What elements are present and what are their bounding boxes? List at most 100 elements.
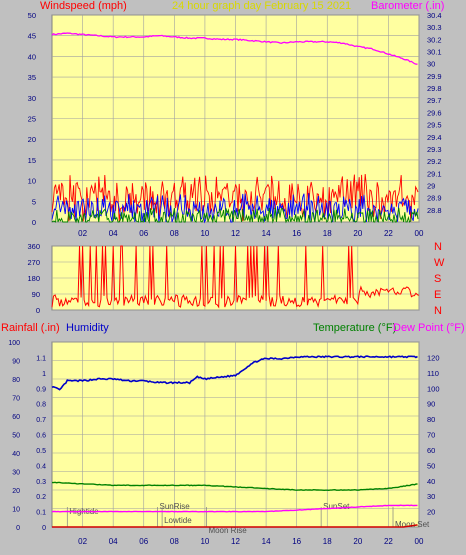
x-tick-label: 04 (109, 229, 118, 238)
x-tick-label: 04 (109, 537, 118, 546)
rainfall-tick-label: 0.5 (36, 448, 46, 455)
dewpoint-axis-title: Dew Point (°F) (393, 322, 465, 334)
humidity-axis-title: Humidity (66, 322, 109, 334)
humidity-tick-label: 30 (12, 470, 20, 477)
barometer-axis-title: Barometer (.in) (371, 0, 444, 12)
windspeed-tick-label: 0 (32, 218, 36, 227)
x-tick-label: 18 (323, 537, 332, 546)
event-annotation-label: Moon Rise (208, 526, 247, 535)
rainfall-tick-label: 0 (42, 525, 46, 532)
rainfall-tick-label: 0.9 (36, 386, 46, 393)
temperature-tick-label: 90 (427, 400, 435, 409)
temperature-line (52, 481, 418, 492)
x-tick-label: 10 (200, 229, 209, 238)
x-tick-label: 06 (139, 229, 148, 238)
rainfall-tick-label: 1.1 (36, 355, 46, 362)
barometer-tick-label: 29.1 (427, 169, 442, 178)
x-tick-label: 20 (353, 229, 362, 238)
windspeed-axis-title: Windspeed (mph) (40, 0, 127, 12)
rainfall-tick-label: 0.2 (36, 494, 46, 501)
x-tick-label: 20 (353, 537, 362, 546)
x-tick-label: 22 (384, 537, 393, 546)
compass-label: N (434, 241, 442, 253)
barometer-tick-label: 28.8 (427, 206, 442, 215)
x-tick-label: 00 (415, 229, 424, 238)
barometer-tick-label: 29.8 (427, 84, 442, 93)
x-tick-label: 16 (292, 537, 301, 546)
windspeed-tick-label: 15 (28, 156, 36, 165)
rainfall-tick-label: 0.4 (36, 463, 46, 470)
rainfall-axis-title: Rainfall (.in) (1, 322, 60, 334)
x-tick-label: 00 (415, 537, 424, 546)
barometer-tick-label: 29.5 (427, 121, 442, 130)
barometer-tick-label: 29.4 (427, 133, 442, 142)
event-annotation-label: Lowtide (164, 516, 192, 525)
x-tick-label: 02 (78, 537, 87, 546)
x-tick-label: 12 (231, 229, 240, 238)
x-tick-label: 16 (292, 229, 301, 238)
rain-line (52, 524, 418, 528)
event-annotation-label: SunSet (323, 502, 350, 511)
direction-tick-label: 270 (27, 258, 40, 267)
temperature-tick-label: 100 (427, 384, 440, 393)
x-tick-label: 22 (384, 229, 393, 238)
windspeed-tick-label: 30 (28, 94, 36, 103)
compass-label: S (434, 273, 441, 285)
x-tick-label: 14 (262, 229, 271, 238)
temperature-tick-label: 20 (427, 508, 435, 517)
windspeed-tick-label: 10 (28, 177, 36, 186)
humidity-tick-label: 0 (16, 525, 20, 532)
humidity-tick-label: 60 (12, 414, 20, 421)
wind-low-line (51, 207, 419, 224)
temperature-tick-label: 80 (427, 415, 435, 424)
barometer-tick-label: 29.2 (427, 157, 442, 166)
barometer-tick-label: 30.3 (427, 23, 442, 32)
temperature-tick-label: 40 (427, 477, 435, 486)
dewpoint-line (51, 504, 418, 513)
windspeed-tick-label: 40 (28, 52, 36, 61)
barometer-tick-label: 29.3 (427, 145, 442, 154)
temperature-tick-label: 110 (427, 369, 439, 378)
compass-label: W (434, 257, 445, 269)
windspeed-tick-label: 25 (28, 115, 36, 124)
windspeed-tick-label: 50 (28, 11, 36, 20)
event-annotation-label: SunRise (160, 502, 191, 511)
windspeed-tick-label: 45 (28, 32, 36, 41)
direction-tick-label: 360 (27, 242, 40, 251)
temperature-tick-label: 120 (427, 353, 440, 362)
rainfall-tick-label: 0.6 (36, 433, 46, 440)
x-tick-label: 14 (262, 537, 271, 546)
humidity-tick-label: 70 (12, 396, 20, 403)
rain-humidity-temperature-panel: 02 04 06 08 10 12 14 16 18 20 22 000102030405060708… (8, 340, 439, 546)
humidity-tick-label: 50 (12, 433, 20, 440)
humidity-tick-label: 90 (12, 359, 20, 366)
humidity-tick-label: 20 (12, 488, 20, 495)
barometer-tick-label: 29.7 (427, 96, 442, 105)
chart-title: 24 hour graph day February 15 2021 (172, 0, 351, 12)
barometer-tick-label: 30 (427, 60, 435, 69)
x-tick-label: 18 (323, 229, 332, 238)
rainfall-tick-label: 1 (42, 371, 46, 378)
windspeed-tick-label: 35 (28, 73, 36, 82)
rainfall-tick-label: 0.3 (36, 479, 46, 486)
barometer-tick-label: 30.2 (427, 35, 442, 44)
compass-label: E (434, 289, 441, 301)
x-tick-label: 08 (170, 537, 179, 546)
temperature-tick-label: 70 (427, 431, 435, 440)
temperature-tick-label: 30 (427, 492, 435, 501)
wind-average-line (51, 193, 419, 224)
event-annotation-label: Moon Set (395, 520, 430, 529)
barometer-tick-label: 29.6 (427, 108, 442, 117)
direction-tick-label: 0 (36, 306, 40, 315)
wind-barometer-panel: 02 04 06 08 10 12 14 16 18 20 22 000510152025303540… (28, 11, 442, 238)
x-tick-label: 08 (170, 229, 179, 238)
barometer-tick-label: 29.9 (427, 72, 442, 81)
x-tick-label: 10 (200, 537, 209, 546)
compass-label: N (434, 305, 442, 317)
humidity-tick-label: 80 (12, 377, 20, 384)
direction-tick-label: 180 (27, 274, 40, 283)
temperature-axis-title: Temperature (°F) (313, 322, 396, 334)
windspeed-tick-label: 5 (32, 197, 36, 206)
